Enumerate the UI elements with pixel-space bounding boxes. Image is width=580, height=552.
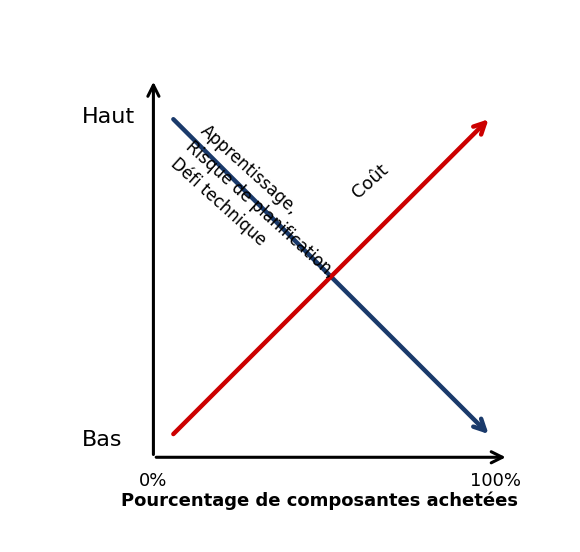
Text: Bas: Bas — [81, 430, 122, 450]
Text: Coût: Coût — [348, 161, 392, 202]
Text: Pourcentage de composantes achetées: Pourcentage de composantes achetées — [121, 491, 518, 510]
Text: Haut: Haut — [81, 107, 135, 128]
Text: 0%: 0% — [139, 472, 168, 490]
Text: 100%: 100% — [470, 472, 520, 490]
Text: Apprentissage,
Risque de planification,
Défi technique: Apprentissage, Risque de planification, … — [167, 121, 354, 299]
